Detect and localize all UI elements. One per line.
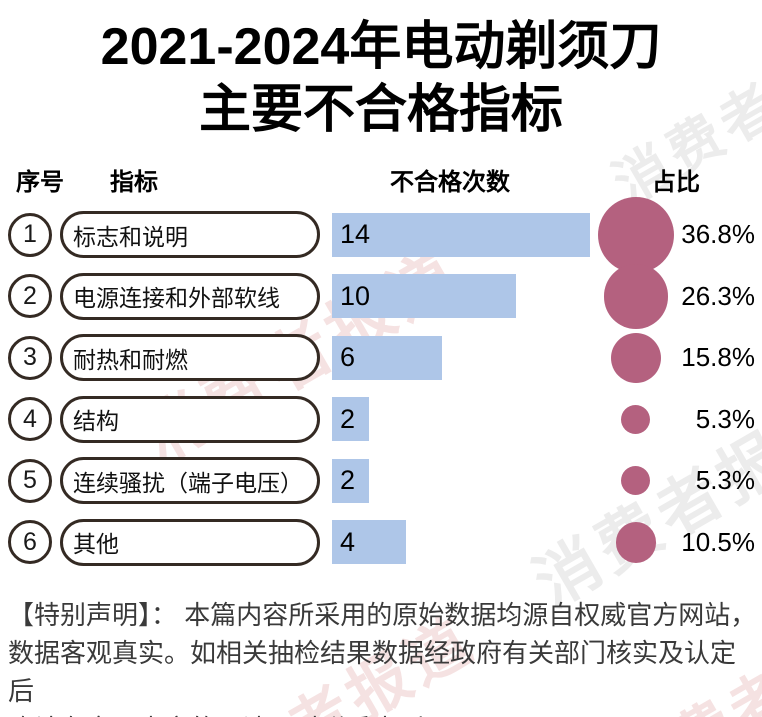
share-label: 5.3% <box>695 403 755 434</box>
disclaimer-line: 【特别声明】： 本篇内容所采用的原始数据均源自权威官方网站， <box>8 600 757 630</box>
indicator-pill: 电源连接和外部软线 <box>60 272 320 320</box>
row-number: 5 <box>23 466 37 495</box>
count-value: 14 <box>340 219 371 250</box>
table-row: 1 标志和说明 14 36.8% <box>0 196 762 273</box>
row-number: 3 <box>23 343 37 372</box>
row-number-badge: 2 <box>8 274 52 319</box>
share-bubble <box>597 196 675 273</box>
title-line-1: 2021-2024年电动剃须刀 <box>100 18 662 76</box>
row-number-badge: 4 <box>8 397 52 442</box>
row-number-badge: 5 <box>8 458 52 503</box>
rows: 1 标志和说明 14 36.8% 2 电源连接和外部软线 10 26.3% 3 … <box>0 196 762 574</box>
count-bar: 2 <box>332 397 369 442</box>
indicator-label: 其他 <box>73 531 119 557</box>
indicator-label: 电源连接和外部软线 <box>73 285 280 311</box>
share-bubble <box>621 404 651 434</box>
row-number: 1 <box>23 220 37 249</box>
row-number: 2 <box>23 281 37 310</box>
disclaimer-line: 数据客观真实。如相关抽检结果数据经政府有关部门核实及认定后 <box>8 638 737 706</box>
table-row: 5 连续骚扰（端子电压） 2 5.3% <box>0 450 762 512</box>
indicator-pill: 结构 <box>60 395 320 443</box>
count-bar: 14 <box>332 212 590 257</box>
count-value: 4 <box>340 526 356 557</box>
indicator-pill: 耐热和耐燃 <box>60 334 320 381</box>
table-row: 6 其他 4 10.5% <box>0 512 762 574</box>
count-bar: 6 <box>332 335 443 380</box>
count-value: 2 <box>340 465 356 496</box>
indicator-label: 标志和说明 <box>73 223 188 250</box>
share-label: 15.8% <box>681 342 755 373</box>
indicator-pill: 其他 <box>60 518 320 566</box>
indicator-label: 连续骚扰（端子电压） <box>73 469 303 496</box>
column-header-share: 占比 <box>652 169 700 196</box>
row-number-badge: 3 <box>8 335 52 380</box>
row-number-badge: 1 <box>8 212 52 257</box>
share-bubble <box>610 332 662 383</box>
count-bar: 4 <box>332 520 406 565</box>
count-bar: 10 <box>332 274 516 319</box>
count-value: 6 <box>340 342 356 373</box>
table-row: 2 电源连接和外部软线 10 26.3% <box>0 263 762 329</box>
column-header-indicator: 指标 <box>110 169 158 196</box>
count-value: 10 <box>340 280 371 311</box>
indicator-label: 结构 <box>73 408 119 434</box>
disclaimer-line: 确认有变更事实的，请及时联系本刊。 <box>8 710 758 717</box>
share-label: 36.8% <box>681 219 755 250</box>
table-row: 4 结构 2 5.3% <box>0 389 762 451</box>
indicator-pill: 标志和说明 <box>60 211 320 258</box>
column-header-index: 序号 <box>16 169 64 196</box>
title-line-2: 主要不合格指标 <box>198 81 563 139</box>
share-label: 5.3% <box>695 465 755 496</box>
row-number: 6 <box>23 527 37 556</box>
disclaimer: 【特别声明】： 本篇内容所采用的原始数据均源自权威官方网站， 数据客观真实。如相关… <box>8 596 758 717</box>
share-bubble <box>621 466 651 496</box>
share-label: 10.5% <box>681 526 755 557</box>
share-bubble <box>615 521 657 563</box>
row-number: 4 <box>23 404 37 433</box>
indicator-pill: 连续骚扰（端子电压） <box>60 457 320 504</box>
share-label: 26.3% <box>681 280 755 311</box>
page-title: 2021-2024年电动剃须刀 主要不合格指标 <box>0 16 762 142</box>
row-number-badge: 6 <box>8 520 52 565</box>
count-value: 2 <box>340 403 356 434</box>
column-header-count: 不合格次数 <box>390 169 510 196</box>
share-bubble <box>603 263 669 329</box>
indicator-label: 耐热和耐燃 <box>73 346 188 373</box>
table-row: 3 耐热和耐燃 6 15.8% <box>0 327 762 389</box>
count-bar: 2 <box>332 458 369 503</box>
